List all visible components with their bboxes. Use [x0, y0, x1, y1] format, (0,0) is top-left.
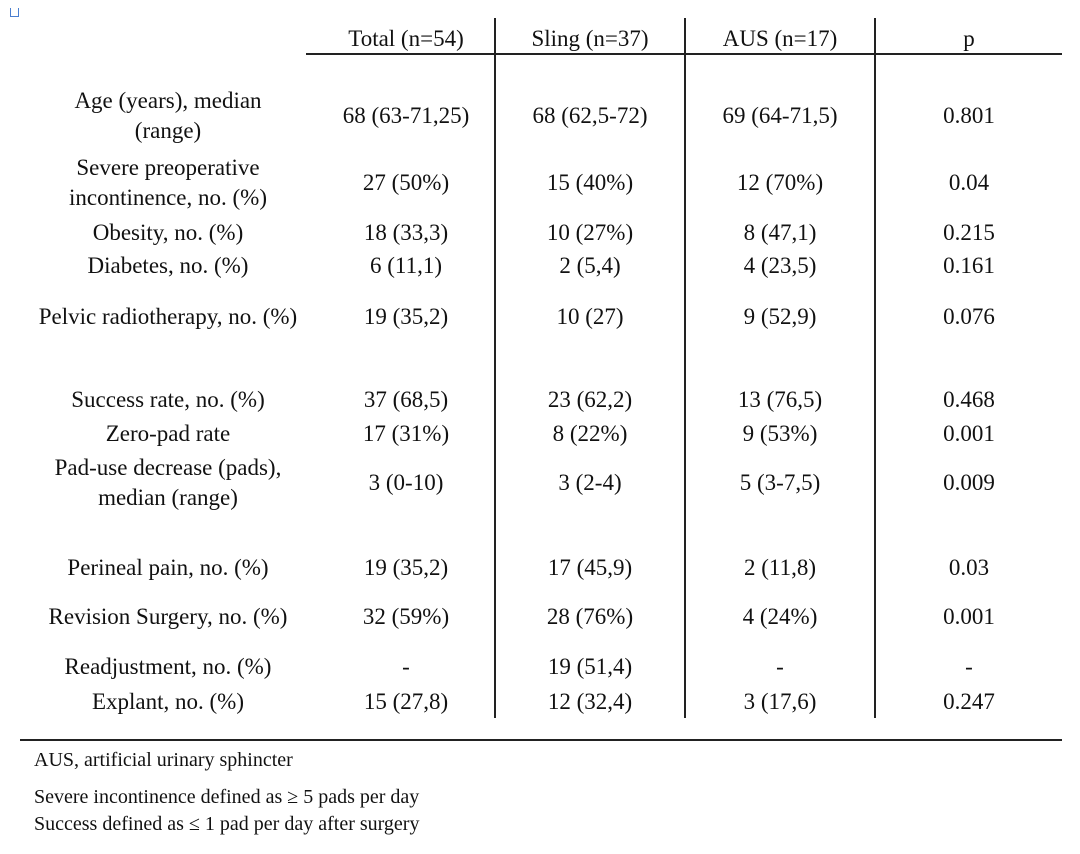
row-label: Severe preoperative incontinence, no. (%…: [69, 155, 267, 210]
cell-aus: 3 (17,6): [743, 689, 817, 714]
cell-sling: 19 (51,4): [547, 654, 633, 679]
cell-total: 19 (35,2): [363, 555, 449, 580]
cell-sling: 28 (76%): [546, 604, 634, 629]
cell-sling: 10 (27): [556, 304, 624, 329]
cell-p: 0.04: [948, 170, 990, 195]
cell-aus: 5 (3-7,5): [739, 470, 821, 495]
cell-sling: 68 (62,5-72): [532, 103, 648, 128]
cell-sling: 15 (40%): [546, 170, 634, 195]
cell-total: 37 (68,5): [363, 387, 449, 412]
cell-total: 15 (27,8): [363, 689, 449, 714]
row-label: Explant, no. (%): [91, 689, 244, 714]
cell-sling: 23 (62,2): [547, 387, 633, 412]
footnote-success: Success defined as ≤ 1 pad per day after…: [34, 813, 420, 835]
cell-aus: 4 (23,5): [743, 253, 817, 278]
cell-aus: 69 (64-71,5): [722, 103, 838, 128]
column-divider-1: [494, 18, 496, 718]
cell-total: 32 (59%): [362, 604, 450, 629]
cell-p: 0.001: [943, 604, 995, 629]
cell-aus: 12 (70%): [736, 170, 824, 195]
cell-aus: 8 (47,1): [743, 220, 817, 245]
cell-p: 0.161: [943, 253, 995, 278]
cell-total: 27 (50%): [362, 170, 450, 195]
cell-sling: 8 (22%): [552, 421, 628, 446]
cell-p: 0.001: [943, 421, 995, 446]
cell-aus: 9 (52,9): [743, 304, 817, 329]
header-aus: AUS (n=17): [722, 26, 838, 51]
row-label: Obesity, no. (%): [92, 220, 244, 245]
cell-total: 3 (0-10): [368, 470, 444, 495]
row-label: Revision Surgery, no. (%): [48, 604, 288, 629]
cell-sling: 3 (2-4): [558, 470, 622, 495]
cell-aus: 13 (76,5): [737, 387, 823, 412]
row-label: Readjustment, no. (%): [64, 654, 272, 679]
cell-total: 17 (31%): [362, 421, 450, 446]
cell-p: 0.801: [943, 103, 995, 128]
cell-total: 18 (33,3): [363, 220, 449, 245]
header-total: Total (n=54): [348, 26, 464, 51]
footnote-aus: AUS, artificial urinary sphincter: [34, 749, 293, 771]
column-divider-2: [684, 18, 686, 718]
cell-p: 0.247: [943, 689, 995, 714]
cell-total: 19 (35,2): [363, 304, 449, 329]
cell-sling: 10 (27%): [546, 220, 634, 245]
row-label: Zero-pad rate: [105, 421, 231, 446]
cell-aus: 2 (11,8): [744, 555, 816, 580]
table-bottom-rule: [20, 739, 1062, 741]
cell-total: 6 (11,1): [370, 253, 442, 278]
cell-p: 0.215: [943, 220, 995, 245]
column-divider-3: [874, 18, 876, 718]
footnote-severe: Severe incontinence defined as ≥ 5 pads …: [34, 786, 420, 808]
cell-aus: 9 (53%): [742, 421, 818, 446]
cell-total: -: [402, 654, 410, 679]
cell-p: 0.009: [943, 470, 995, 495]
cell-sling: 12 (32,4): [547, 689, 633, 714]
header-p: p: [963, 26, 975, 51]
row-label: Success rate, no. (%): [71, 387, 265, 412]
cell-p: 0.03: [948, 555, 990, 580]
corner-marker-icon: [10, 8, 19, 17]
row-label: Diabetes, no. (%): [87, 253, 249, 278]
row-label: Pelvic radiotherapy, no. (%): [38, 304, 298, 329]
header-sling: Sling (n=37): [531, 26, 649, 51]
row-label: Pad-use decrease (pads), median (range): [54, 455, 282, 510]
cell-p: 0.468: [943, 387, 995, 412]
cell-p: -: [965, 654, 973, 679]
row-label: Age (years), median (range): [74, 88, 262, 143]
cell-aus: 4 (24%): [742, 604, 818, 629]
cell-sling: 17 (45,9): [547, 555, 633, 580]
cell-sling: 2 (5,4): [559, 253, 621, 278]
cell-aus: -: [776, 654, 784, 679]
cell-total: 68 (63-71,25): [342, 103, 470, 128]
cell-p: 0.076: [943, 304, 995, 329]
row-label: Perineal pain, no. (%): [67, 555, 269, 580]
